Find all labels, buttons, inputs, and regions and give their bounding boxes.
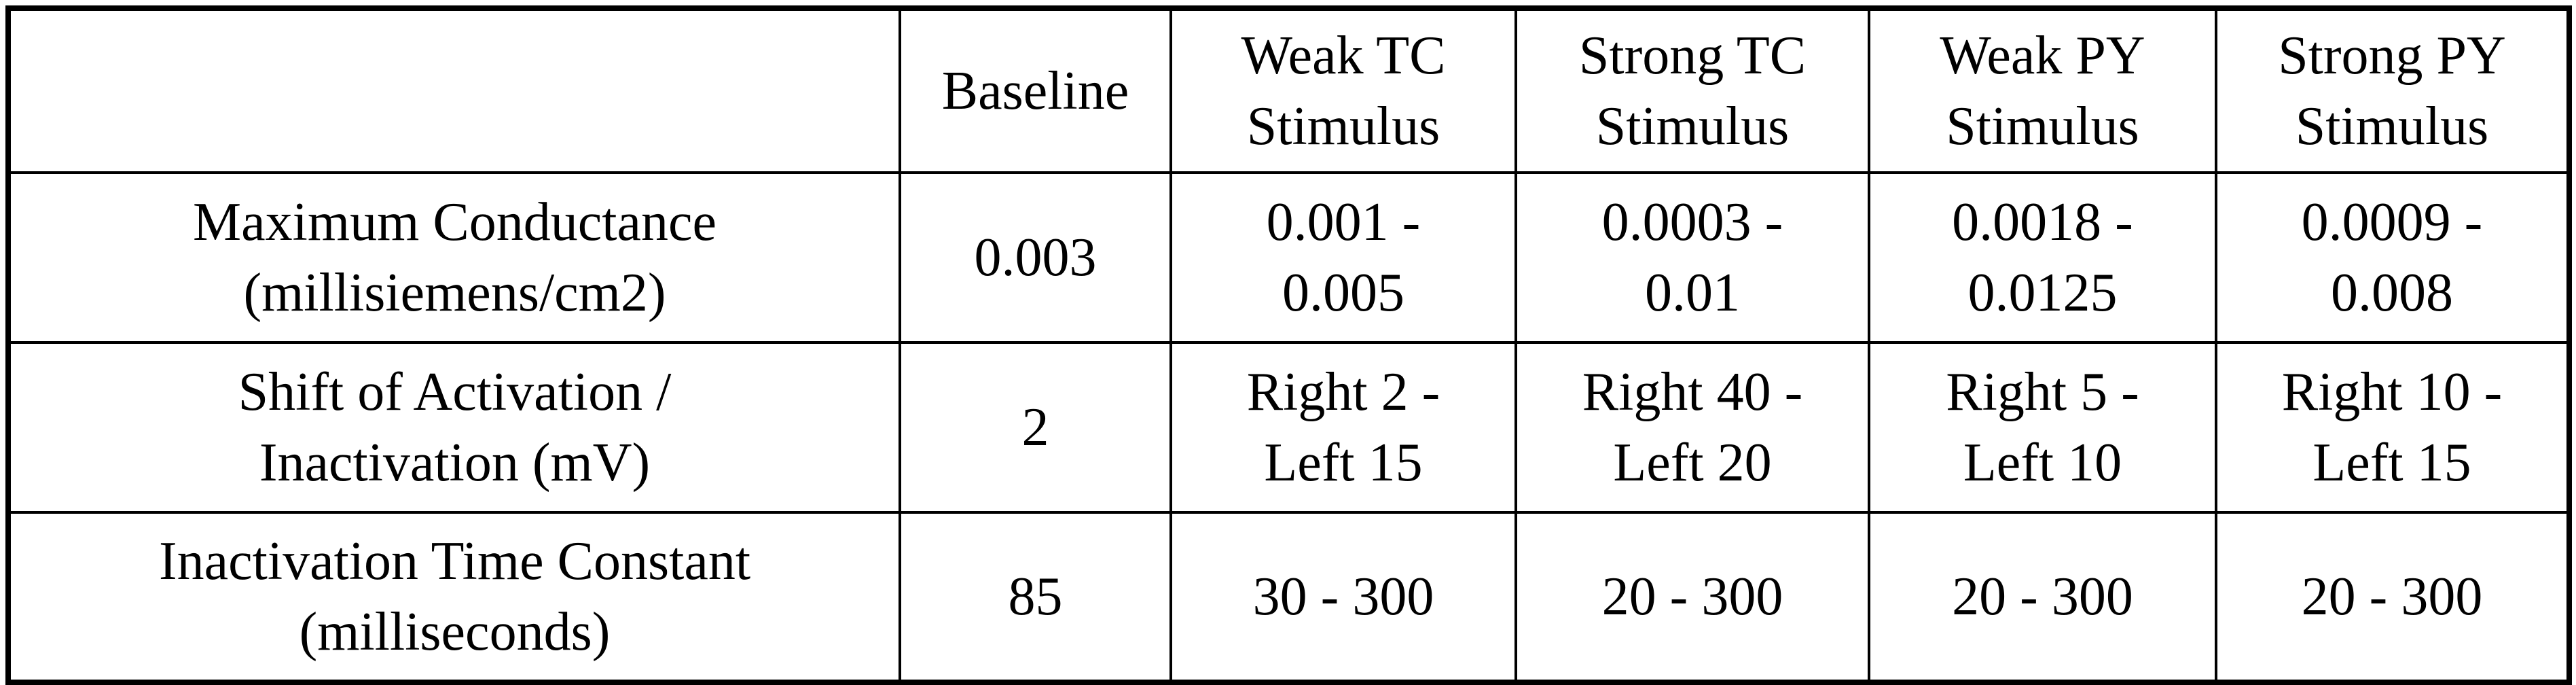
table-cell: Right 10 - Left 15 — [2215, 341, 2571, 514]
table-cell: 0.003 — [899, 171, 1172, 344]
table-body: Baseline Weak TC Stimulus Strong TC Stimul… — [7, 7, 2571, 684]
column-header: Weak PY Stimulus — [1868, 7, 2217, 174]
table-cell: Right 40 - Left 20 — [1514, 341, 1870, 514]
table-cell: 20 - 300 — [2215, 511, 2571, 684]
column-header: Strong TC Stimulus — [1514, 7, 1870, 174]
table-cell: 20 - 300 — [1868, 511, 2217, 684]
row-header: Inactivation Time Constant (milliseconds… — [7, 511, 901, 684]
table-cell: Right 5 - Left 10 — [1868, 341, 2217, 514]
table-row: Maximum Conductance (millisiemens/cm2) 0.… — [7, 171, 2571, 344]
table-cell: 0.0003 - 0.01 — [1514, 171, 1870, 344]
table-cell: 2 — [899, 341, 1172, 514]
header-row: Baseline Weak TC Stimulus Strong TC Stimul… — [7, 7, 2571, 174]
table-cell: Right 2 - Left 15 — [1169, 341, 1517, 514]
column-header: Weak TC Stimulus — [1169, 7, 1517, 174]
row-header: Maximum Conductance (millisiemens/cm2) — [7, 171, 901, 344]
table-row: Shift of Activation / Inactivation (mV) 2… — [7, 341, 2571, 514]
table-cell: 85 — [899, 511, 1172, 684]
row-header: Shift of Activation / Inactivation (mV) — [7, 341, 901, 514]
corner-cell — [7, 7, 901, 174]
column-header: Baseline — [899, 7, 1172, 174]
table-row: Inactivation Time Constant (milliseconds… — [7, 511, 2571, 684]
table-cell: 20 - 300 — [1514, 511, 1870, 684]
table-cell: 0.0018 - 0.0125 — [1868, 171, 2217, 344]
table-cell: 30 - 300 — [1169, 511, 1517, 684]
column-header: Strong PY Stimulus — [2215, 7, 2571, 174]
table-cell: 0.001 - 0.005 — [1169, 171, 1517, 344]
table-cell: 0.0009 - 0.008 — [2215, 171, 2571, 344]
parameter-table: Baseline Weak TC Stimulus Strong TC Stimul… — [5, 5, 2572, 685]
